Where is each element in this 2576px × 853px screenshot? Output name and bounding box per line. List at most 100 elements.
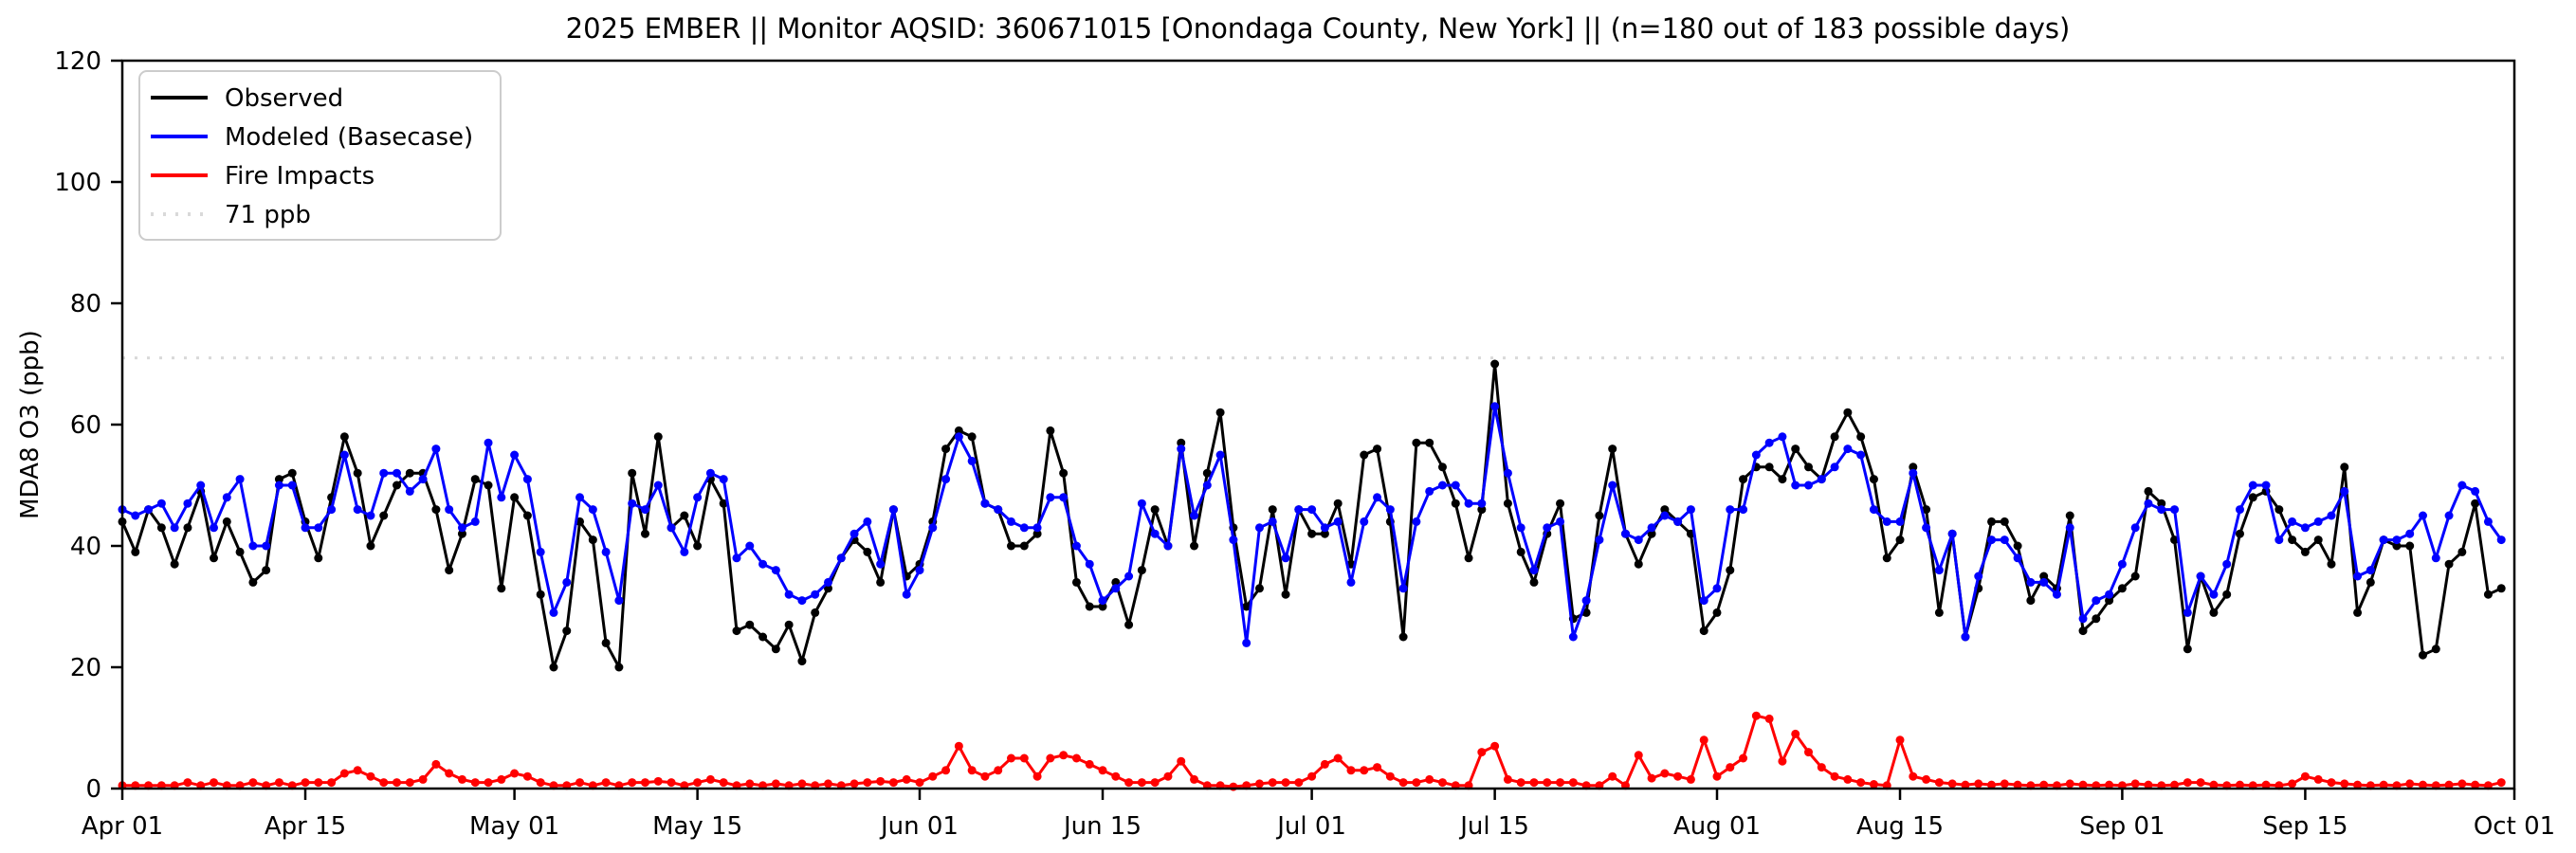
observed-point xyxy=(1843,408,1853,417)
modeled-basecase-point xyxy=(170,523,179,533)
observed-point xyxy=(1490,359,1500,369)
modeled-basecase-point xyxy=(2353,572,2363,581)
observed-point xyxy=(2130,572,2140,581)
modeled-basecase-point xyxy=(314,523,323,533)
observed-point xyxy=(1726,566,1735,575)
modeled-basecase-point xyxy=(1909,468,1918,478)
chart-title: 2025 EMBER || Monitor AQSID: 360671015 [… xyxy=(566,12,2071,45)
fire-impacts-point xyxy=(2013,780,2022,789)
modeled-basecase-point xyxy=(1778,432,1787,442)
modeled-basecase-point xyxy=(719,475,728,484)
fire-impacts-point xyxy=(339,769,349,778)
fire-impacts-point xyxy=(1922,774,1931,784)
modeled-basecase-point xyxy=(575,493,585,502)
fire-impacts-point xyxy=(902,774,911,784)
fire-impacts-markers xyxy=(118,711,2506,791)
observed-point xyxy=(457,529,466,538)
x-tick-label: Jul 01 xyxy=(1275,812,1346,841)
observed-point xyxy=(1268,505,1277,515)
modeled-basecase-point xyxy=(1254,523,1264,533)
observed-point xyxy=(2092,614,2101,624)
observed-point xyxy=(954,426,963,435)
modeled-basecase-point xyxy=(484,438,493,447)
observed-point xyxy=(1778,475,1787,484)
modeled-basecase-point xyxy=(144,505,154,515)
modeled-basecase-point xyxy=(2431,554,2440,563)
modeled-basecase-point xyxy=(1215,450,1225,460)
fire-impacts-point xyxy=(1673,771,1683,781)
observed-point xyxy=(262,566,271,575)
fire-impacts-point xyxy=(510,769,520,778)
observed-point xyxy=(353,468,362,478)
fire-impacts-point xyxy=(457,774,466,784)
x-tick-label: Sep 01 xyxy=(2079,812,2165,841)
modeled-basecase-point xyxy=(393,468,402,478)
fire-impacts-point xyxy=(2496,778,2506,788)
observed-point xyxy=(1137,566,1146,575)
fire-impacts-point xyxy=(1712,771,1722,781)
fire-impacts-point xyxy=(1281,778,1290,788)
modeled-basecase-point xyxy=(2444,511,2454,520)
modeled-basecase-point xyxy=(588,505,597,515)
modeled-basecase-point xyxy=(2183,608,2192,617)
fire-impacts-point xyxy=(2379,780,2388,789)
modeled-basecase-point xyxy=(1032,523,1042,533)
observed-point xyxy=(640,529,649,538)
observed-point xyxy=(2170,535,2180,545)
fire-impacts-point xyxy=(431,759,441,769)
modeled-basecase-point xyxy=(2366,566,2375,575)
fire-impacts-point xyxy=(1425,774,1434,784)
modeled-basecase-point xyxy=(1947,529,1957,538)
observed-point xyxy=(2405,541,2415,551)
observed-point xyxy=(876,577,886,587)
modeled-basecase-point xyxy=(2000,535,2009,545)
fire-impacts-point xyxy=(967,766,977,775)
fire-impacts-point xyxy=(1177,756,1186,766)
modeled-basecase-point xyxy=(2065,523,2074,533)
observed-point xyxy=(771,644,780,654)
fire-impacts-point xyxy=(1124,778,1134,788)
observed-point xyxy=(2222,590,2232,599)
modeled-basecase-point xyxy=(1007,517,1016,526)
modeled-basecase-point xyxy=(693,493,703,502)
observed-point xyxy=(339,432,349,442)
modeled-basecase-point xyxy=(1581,596,1591,606)
modeled-basecase-point xyxy=(836,554,846,563)
fire-impacts-point xyxy=(248,778,258,788)
modeled-basecase-point xyxy=(1568,632,1578,642)
modeled-basecase-point xyxy=(2288,517,2297,526)
modeled-basecase-point xyxy=(1595,535,1604,545)
observed-point xyxy=(2105,596,2114,606)
observed-point xyxy=(1909,463,1918,472)
fire-impacts-point xyxy=(1516,778,1526,788)
modeled-basecase-point xyxy=(758,559,768,569)
modeled-basecase-point xyxy=(274,481,283,490)
modeled-basecase-point xyxy=(1516,523,1526,533)
fire-impacts-point xyxy=(274,778,283,788)
fire-impacts-point xyxy=(994,766,1003,775)
fire-impacts-point xyxy=(928,771,938,781)
modeled-basecase-point xyxy=(1111,584,1121,593)
modeled-basecase-point xyxy=(1019,523,1029,533)
modeled-basecase-point xyxy=(876,559,886,569)
modeled-basecase-point xyxy=(1464,499,1473,508)
fire-impacts-point xyxy=(1686,774,1695,784)
modeled-basecase-point xyxy=(196,481,206,490)
observed-point xyxy=(2275,505,2284,515)
observed-point xyxy=(183,523,192,533)
observed-point xyxy=(693,541,703,551)
fire-impacts-point xyxy=(2471,780,2480,789)
legend: Observed Modeled (Basecase) Fire Impacts 71… xyxy=(138,70,502,241)
modeled-basecase-point xyxy=(1634,535,1643,545)
modeled-basecase-point xyxy=(1673,517,1683,526)
fire-impacts-point xyxy=(2170,780,2180,789)
observed-point xyxy=(1529,577,1539,587)
fire-impacts-point xyxy=(1163,771,1173,781)
modeled-basecase-point xyxy=(1412,517,1421,526)
modeled-basecase-point xyxy=(1202,481,1212,490)
observed-point xyxy=(614,662,624,672)
observed-point xyxy=(1516,547,1526,556)
fire-impacts-point xyxy=(1869,780,1878,789)
modeled-basecase-point xyxy=(1059,493,1069,502)
modeled-basecase-point xyxy=(183,499,192,508)
